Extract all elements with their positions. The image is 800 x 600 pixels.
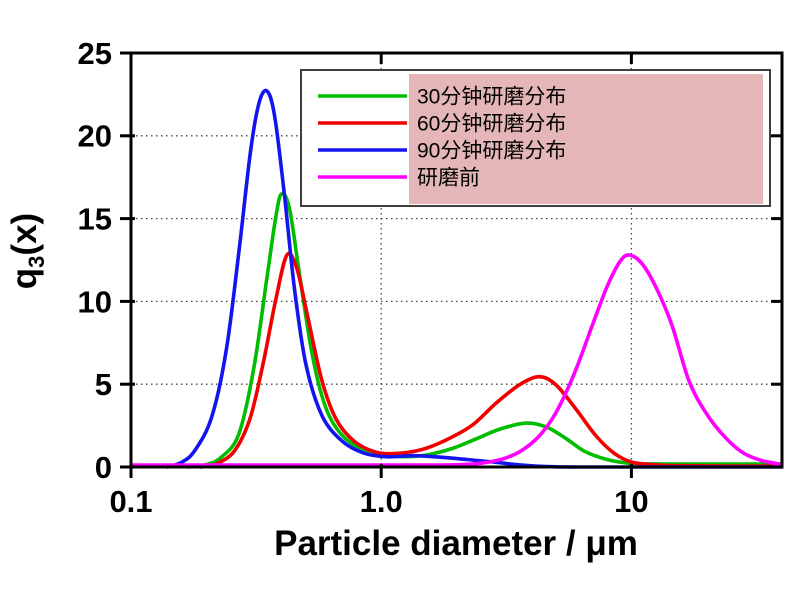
x-tick-label-10: 10 [614,484,648,519]
y-tick-label-25: 25 [78,36,112,71]
x-tick-label-1.0: 1.0 [360,484,403,519]
legend-label-grind-60min: 60分钟研磨分布 [417,112,566,135]
plot-frame-and-ticks [120,51,784,478]
series-line-before-grinding [131,253,782,467]
y-tick-label-0: 0 [95,450,112,485]
legend-highlight [409,74,763,204]
legend-label-grind-90min: 90分钟研磨分布 [417,139,566,162]
legend-label-before-grinding: 研磨前 [417,166,480,189]
plot-frame [129,51,784,469]
tick-labels: 0.1 1.0 10 0 5 10 15 20 25 [78,36,649,519]
y-axis-title: q3(x) [5,213,49,289]
legend-label-grind-30min: 30分钟研磨分布 [417,85,566,108]
y-tick-label-5: 5 [95,367,112,402]
y-tick-label-10: 10 [78,284,112,319]
x-axis-title: Particle diameter / μm [274,524,638,563]
series-line-grind-60min [198,251,782,469]
y-tick-label-20: 20 [78,119,112,154]
y-tick-label-15: 15 [78,201,112,236]
x-tick-label-0.1: 0.1 [109,484,152,519]
